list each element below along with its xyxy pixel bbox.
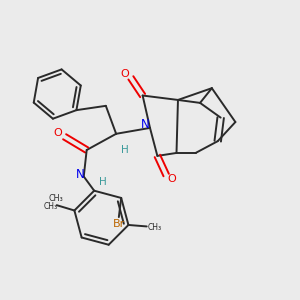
Text: N: N <box>76 168 85 181</box>
Text: O: O <box>167 174 176 184</box>
Text: CH₃: CH₃ <box>49 194 64 203</box>
Text: O: O <box>54 128 62 138</box>
Text: Br: Br <box>113 219 126 229</box>
Text: O: O <box>120 69 129 79</box>
Text: N: N <box>141 118 150 131</box>
Text: CH₃: CH₃ <box>43 202 57 211</box>
Text: H: H <box>99 176 107 187</box>
Text: CH₃: CH₃ <box>147 223 161 232</box>
Text: H: H <box>121 145 129 155</box>
